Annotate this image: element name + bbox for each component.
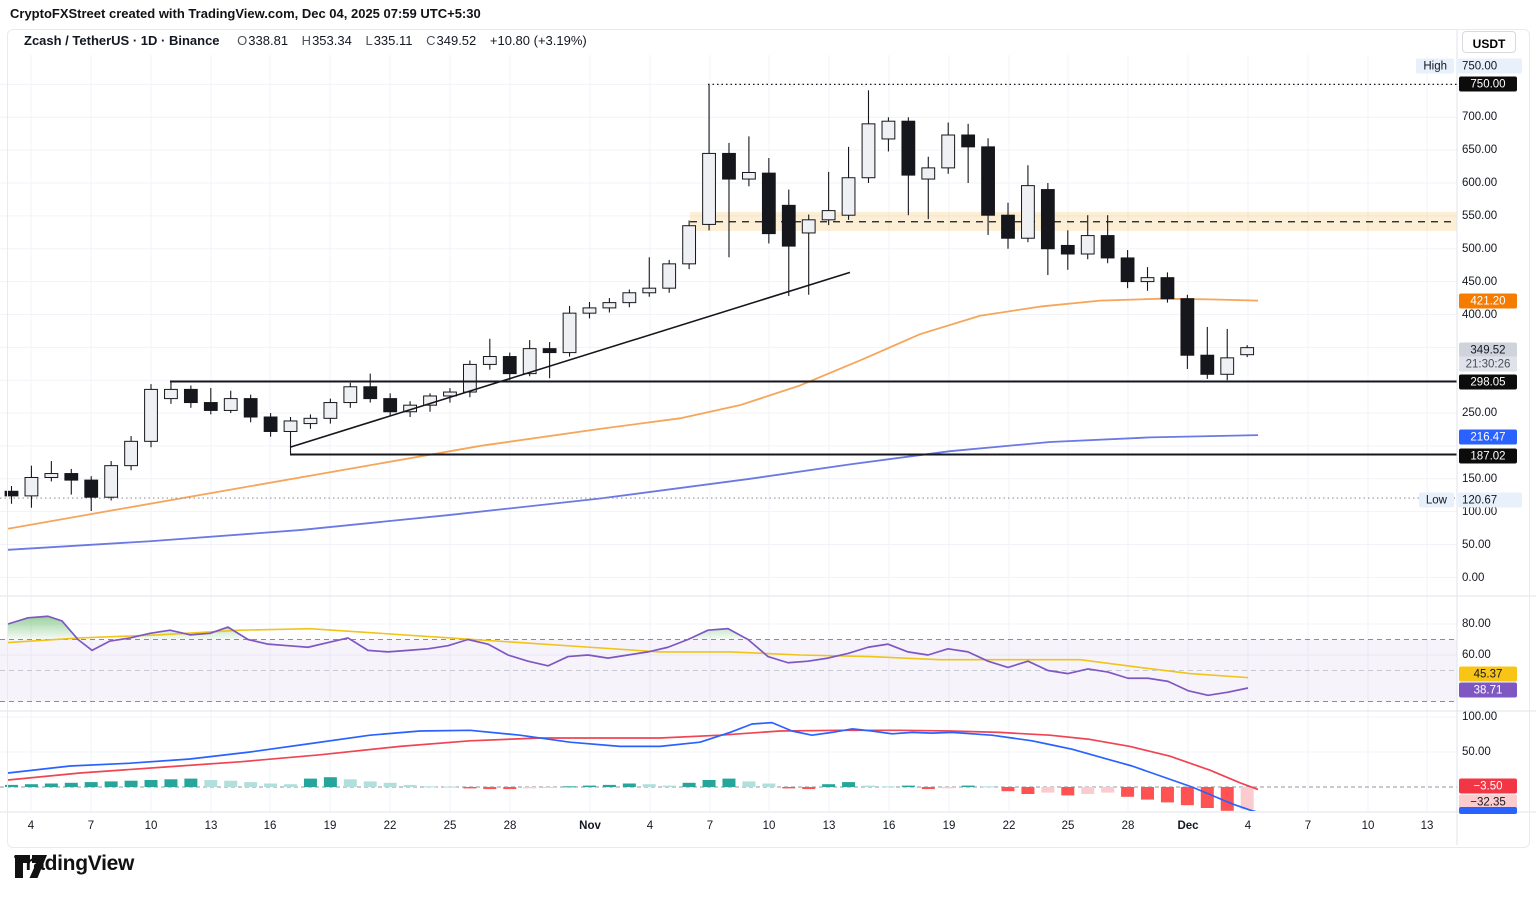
price-axis-label: 650.00	[1462, 144, 1498, 156]
x-axis-label: 7	[1304, 820, 1312, 832]
rsi-axis-label: 80.00	[1462, 618, 1491, 630]
x-axis-label: 10	[762, 820, 776, 832]
x-axis-label: 16	[882, 820, 896, 832]
price-axis-label: 700.00	[1462, 111, 1498, 123]
price-scale-badge: −32.35	[1459, 794, 1517, 810]
x-axis-label: 25	[443, 820, 457, 832]
price-axis-label: 450.00	[1462, 276, 1498, 288]
price-scale-badge: 421.20	[1459, 293, 1517, 309]
x-axis-label: 22	[383, 820, 397, 832]
x-axis-label: 13	[822, 820, 836, 832]
price-scale-badge: 21:30:26	[1459, 356, 1517, 372]
ohlc-close: C349.52	[426, 33, 477, 48]
x-axis-label: 7	[706, 820, 714, 832]
x-axis-label: Dec	[1177, 820, 1199, 832]
price-axis-label: 550.00	[1462, 210, 1498, 222]
macd-axis-label: 50.00	[1462, 746, 1491, 758]
price-scale-badge: 750.00	[1459, 76, 1517, 92]
x-axis-label: 19	[323, 820, 337, 832]
x-axis-label: 28	[1121, 820, 1135, 832]
x-axis-label: 4	[27, 820, 35, 832]
price-scale-badge: 216.47	[1459, 429, 1517, 445]
price-axis-label: 250.00	[1462, 407, 1498, 419]
x-axis-label: Nov	[579, 820, 601, 832]
x-axis-label: 4	[1244, 820, 1252, 832]
price-axis-label: 100.00	[1462, 506, 1498, 518]
x-axis-label: 13	[1420, 820, 1434, 832]
ohlc-low: L335.11	[365, 33, 413, 48]
rsi-axis-label: 60.00	[1462, 649, 1491, 661]
ohlc-high: H353.34	[301, 33, 352, 48]
x-axis-label: 25	[1061, 820, 1075, 832]
x-axis-label: 16	[263, 820, 277, 832]
high-value: 750.00	[1458, 58, 1522, 74]
x-axis-label: 28	[503, 820, 517, 832]
price-axis-label: 150.00	[1462, 473, 1498, 485]
low-label: Low	[1418, 492, 1454, 508]
symbol-status-bar[interactable]: Zcash / TetherUS · 1D · Binance O338.81 …	[24, 33, 597, 48]
x-axis-label: 22	[1002, 820, 1016, 832]
price-scale-badge: −3.50	[1459, 778, 1517, 794]
x-axis-label: 7	[87, 820, 95, 832]
tradingview-logo[interactable]: TradingView	[14, 852, 134, 878]
price-scale-badge: 349.52	[1459, 342, 1517, 358]
x-axis-label: 13	[204, 820, 218, 832]
x-axis-label: 10	[1361, 820, 1375, 832]
price-axis-label: 500.00	[1462, 243, 1498, 255]
tradingview-logo-icon	[15, 855, 47, 878]
symbol-title[interactable]: Zcash / TetherUS · 1D · Binance	[24, 33, 220, 48]
x-axis-label: 4	[646, 820, 654, 832]
price-scale-badge: 45.37	[1459, 666, 1517, 682]
change-value: +10.80 (+3.19%)	[489, 33, 587, 48]
macd-line-badge	[1459, 807, 1517, 814]
price-axis-label: 600.00	[1462, 177, 1498, 189]
attribution-header: CryptoFXStreet created with TradingView.…	[10, 6, 481, 21]
ohlc-open: O338.81	[237, 33, 289, 48]
x-axis-label: 19	[942, 820, 956, 832]
macd-axis-label: 100.00	[1462, 711, 1498, 723]
low-value: 120.67	[1458, 492, 1522, 508]
price-scale-badge: 298.05	[1459, 374, 1517, 390]
price-axis-label: 400.00	[1462, 309, 1498, 321]
high-label: High	[1416, 58, 1454, 74]
price-scale-badge: 187.02	[1459, 448, 1517, 464]
currency-toggle-button[interactable]: USDT	[1462, 31, 1516, 53]
price-axis-label: 0.00	[1462, 572, 1485, 584]
x-axis-label: 10	[144, 820, 158, 832]
price-axis-label: 50.00	[1462, 539, 1491, 551]
price-scale-badge: 38.71	[1459, 682, 1517, 698]
